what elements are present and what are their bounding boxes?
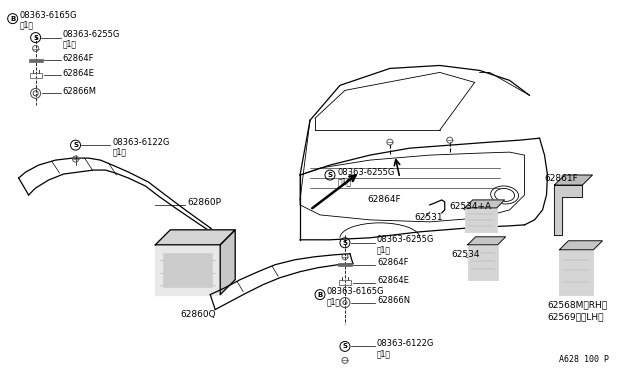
Bar <box>163 253 212 286</box>
Text: 62861F: 62861F <box>545 173 579 183</box>
Text: B: B <box>10 16 15 22</box>
Text: 62864F: 62864F <box>367 195 401 205</box>
Text: 62866M: 62866M <box>63 87 97 96</box>
Polygon shape <box>465 200 504 208</box>
Text: 62864F: 62864F <box>63 54 94 63</box>
Text: 08363-6255G: 08363-6255G <box>377 235 435 244</box>
Text: A628 100 P: A628 100 P <box>559 355 609 364</box>
Text: 62866N: 62866N <box>377 296 410 305</box>
Bar <box>339 280 351 285</box>
Bar <box>465 208 497 232</box>
Text: （1）: （1） <box>327 297 341 306</box>
Text: S: S <box>342 240 348 246</box>
Text: （1）: （1） <box>63 39 77 48</box>
Polygon shape <box>559 241 602 250</box>
Bar <box>29 73 42 78</box>
Polygon shape <box>156 230 235 245</box>
Text: （1）: （1） <box>20 20 34 29</box>
Text: 08363-6122G: 08363-6122G <box>113 138 170 147</box>
Text: S: S <box>73 142 78 148</box>
Bar <box>29 59 43 62</box>
Text: 08363-6255G: 08363-6255G <box>338 167 396 177</box>
Text: 62569　（LH）: 62569 （LH） <box>547 312 604 321</box>
Text: 08363-6255G: 08363-6255G <box>63 30 120 39</box>
Text: 62531: 62531 <box>415 214 444 222</box>
Bar <box>559 250 593 295</box>
Text: （1）: （1） <box>377 349 391 358</box>
Polygon shape <box>220 230 235 295</box>
Bar <box>156 245 220 295</box>
Polygon shape <box>468 237 506 245</box>
Text: 62568M（RH）: 62568M（RH） <box>547 300 607 309</box>
Text: S: S <box>342 343 348 349</box>
Text: 62534+A: 62534+A <box>450 202 492 211</box>
Text: 62864E: 62864E <box>63 69 95 78</box>
Text: 08363-6122G: 08363-6122G <box>377 339 435 348</box>
Text: （1）: （1） <box>338 177 352 186</box>
Text: 08363-6165G: 08363-6165G <box>327 287 385 296</box>
Text: 08363-6165G: 08363-6165G <box>20 11 77 20</box>
Text: 62864E: 62864E <box>377 276 409 285</box>
Bar <box>338 263 352 266</box>
Polygon shape <box>554 175 593 185</box>
Text: B: B <box>317 292 323 298</box>
Text: S: S <box>33 35 38 41</box>
Bar <box>468 245 498 280</box>
Text: （1）: （1） <box>377 245 391 254</box>
Text: （1）: （1） <box>113 148 127 157</box>
Text: S: S <box>328 172 332 178</box>
Polygon shape <box>554 185 582 235</box>
Text: 62864F: 62864F <box>377 258 408 267</box>
Text: 62860P: 62860P <box>188 198 221 208</box>
Text: 62860Q: 62860Q <box>180 310 216 319</box>
Text: 62534: 62534 <box>452 250 480 259</box>
